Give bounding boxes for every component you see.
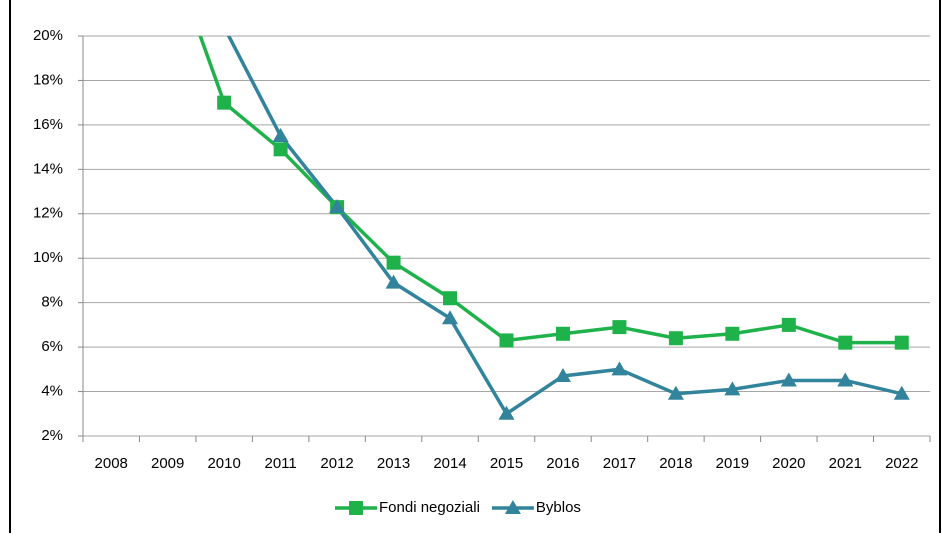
x-tick-label: 2017	[603, 455, 636, 472]
y-tick-label: 18%	[33, 71, 63, 88]
x-tick-label: 2021	[829, 455, 862, 472]
frame	[9, 0, 941, 538]
marker-triangle	[498, 405, 515, 420]
plot-lines	[198, 36, 903, 417]
marker-triangle	[554, 368, 571, 382]
series-line	[226, 36, 903, 417]
x-tick-label: 2011	[265, 455, 297, 472]
marker-triangle	[329, 199, 346, 214]
marker-square	[273, 142, 288, 157]
marker-square	[349, 501, 363, 515]
marker-triangle	[272, 128, 289, 142]
marker-triangle	[837, 372, 854, 387]
marker-triangle	[611, 361, 628, 376]
marker-square	[894, 335, 909, 350]
x-tick-label: 2014	[433, 455, 466, 472]
y-tick-label: 4%	[41, 383, 63, 400]
y-tick-label: 16%	[33, 116, 63, 133]
x-tick-label: 2020	[772, 455, 805, 472]
marker-square	[612, 320, 627, 335]
y-tick-label: 8%	[41, 294, 63, 311]
legend-item: Fondi negoziali	[335, 499, 480, 516]
marker-square	[838, 335, 853, 350]
legend-item: Byblos	[491, 499, 581, 516]
x-tick-label: 2018	[659, 455, 692, 472]
x-tick-label: 2022	[885, 455, 918, 472]
marker-triangle	[724, 381, 741, 396]
x-tick-label: 2010	[207, 455, 240, 472]
grid: 2% 4% 6% 8% 10% 12% 14% 16% 18% 20% 2008 2009 2010 20…	[33, 27, 931, 472]
x-tick-label: 2019	[716, 455, 749, 472]
legend-label: Fondi negoziali	[379, 499, 480, 516]
marker-triangle	[504, 500, 521, 514]
x-tick-label: 2013	[377, 455, 410, 472]
x-tick-label: 2016	[546, 455, 579, 472]
marker-triangle	[385, 274, 402, 289]
marker-square	[725, 326, 740, 341]
x-tick-label: 2009	[151, 455, 184, 472]
y-tick-label: 12%	[33, 205, 63, 222]
y-tick-label: 10%	[33, 249, 63, 266]
x-tick-label: 2015	[490, 455, 523, 472]
marker-triangle	[893, 385, 910, 400]
marker-square	[781, 317, 796, 332]
legend-label: Byblos	[536, 499, 581, 516]
series-line	[198, 36, 902, 345]
marker-square	[217, 95, 232, 110]
x-tick-label: 2012	[320, 455, 353, 472]
marker-square	[668, 331, 683, 346]
marker-triangle	[667, 385, 684, 400]
plot-marks	[217, 95, 910, 420]
marker-triangle	[780, 372, 797, 387]
marker-square	[499, 333, 514, 348]
y-tick-label: 14%	[33, 160, 63, 177]
x-tick-label: 2008	[95, 455, 128, 472]
y-tick-label: 20%	[33, 27, 63, 44]
marker-triangle	[442, 310, 459, 325]
marker-square	[386, 255, 401, 270]
marker-square	[555, 326, 570, 341]
marker-square	[443, 291, 458, 306]
y-tick-label: 6%	[41, 338, 63, 355]
y-tick-label: 2%	[41, 427, 63, 444]
